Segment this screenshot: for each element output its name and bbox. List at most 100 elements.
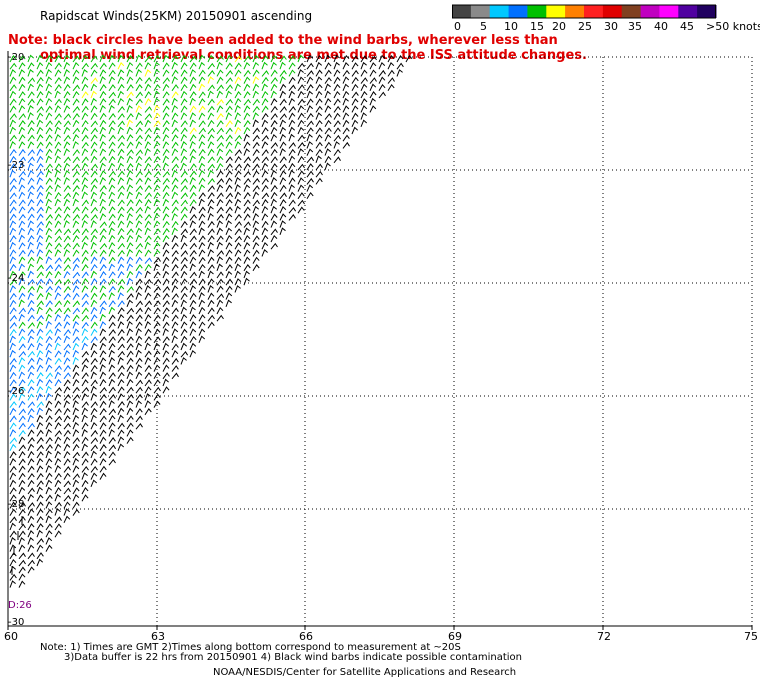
wind-barb <box>135 415 143 423</box>
wind-barb <box>180 299 187 307</box>
wind-barb <box>99 242 108 250</box>
wind-barb <box>90 112 98 120</box>
wind-barb <box>315 148 323 156</box>
wind-barb <box>225 234 233 243</box>
wind-barb <box>162 342 170 351</box>
wind-barb <box>90 458 98 466</box>
wind-barb <box>162 300 170 308</box>
wind-barb <box>126 394 134 401</box>
wind-barb <box>333 105 341 113</box>
wind-barb <box>198 162 206 171</box>
wind-barb <box>90 234 98 243</box>
wind-barb <box>135 270 143 279</box>
wind-barb <box>54 177 61 185</box>
wind-barb <box>180 278 188 286</box>
wind-barb <box>333 148 341 156</box>
wind-barb <box>153 371 161 380</box>
wind-barb <box>108 386 116 394</box>
wind-barb <box>117 300 125 308</box>
time-label: D:26 <box>8 600 32 611</box>
wind-barb <box>234 205 241 214</box>
wind-barb <box>54 126 61 135</box>
wind-barb <box>162 313 170 322</box>
wind-barb <box>63 206 71 214</box>
wind-barb <box>18 494 26 502</box>
wind-barb <box>261 162 269 171</box>
wind-barb <box>189 127 197 135</box>
wind-barb <box>9 401 17 408</box>
wind-barb <box>351 98 359 106</box>
wind-barb <box>279 126 287 135</box>
wind-barb <box>216 61 223 70</box>
wind-barb <box>63 213 71 221</box>
wind-barb <box>180 342 188 351</box>
wind-barb <box>180 155 188 164</box>
wind-barb <box>324 90 331 99</box>
wind-barb <box>108 458 116 466</box>
wind-barb <box>270 198 277 207</box>
wind-barb <box>90 270 98 279</box>
wind-barb <box>153 357 161 365</box>
wind-barb <box>279 177 287 185</box>
wind-barb <box>297 148 305 156</box>
wind-barb <box>288 62 296 70</box>
wind-barb <box>153 120 161 128</box>
wind-barb <box>171 69 179 77</box>
wind-barb <box>99 371 107 380</box>
wind-barb <box>135 127 143 135</box>
wind-barb <box>108 394 116 401</box>
wind-barb <box>45 76 53 84</box>
wind-barb <box>90 336 98 344</box>
wind-barb <box>108 415 116 423</box>
wind-barb <box>54 235 62 243</box>
wind-barb <box>81 285 89 293</box>
wind-barb <box>369 55 377 63</box>
wind-barbs <box>9 54 413 588</box>
wind-barb <box>252 76 260 84</box>
wind-barb <box>36 300 44 308</box>
wind-barb <box>81 68 88 77</box>
wind-barb <box>90 407 98 416</box>
wind-barb <box>225 299 232 307</box>
wind-barb <box>36 278 44 286</box>
wind-barb <box>324 113 332 120</box>
wind-barb <box>18 141 26 149</box>
wind-barb <box>171 278 179 286</box>
wind-barb <box>288 126 296 135</box>
wind-barb <box>108 227 115 235</box>
wind-barb <box>18 256 26 264</box>
wind-barb <box>225 163 233 171</box>
wind-barb <box>252 185 260 192</box>
wind-barb <box>153 206 161 214</box>
wind-barb <box>180 120 188 128</box>
wind-barb <box>108 98 116 106</box>
wind-barb <box>99 69 107 77</box>
wind-barb <box>54 392 61 401</box>
wind-barb <box>162 256 170 264</box>
wind-barb <box>45 90 52 99</box>
wind-barb <box>117 371 125 380</box>
wind-barb <box>225 105 233 113</box>
wind-barb <box>18 465 26 473</box>
wind-barb <box>81 335 89 344</box>
wind-barb <box>162 263 170 271</box>
wind-barb <box>144 357 152 365</box>
wind-barb <box>297 126 305 135</box>
wind-barb <box>54 357 62 365</box>
wind-barb <box>135 234 142 243</box>
wind-barb <box>360 105 368 113</box>
wind-barb <box>234 221 242 228</box>
wind-barb <box>153 213 160 221</box>
wind-barb <box>180 250 189 257</box>
wind-barb <box>324 127 332 135</box>
wind-barb <box>144 162 152 171</box>
wind-barb <box>90 120 98 128</box>
wind-barb <box>288 69 296 77</box>
lat-label-26: -26 <box>8 386 25 397</box>
wind-barb <box>144 185 152 192</box>
wind-barb <box>198 105 206 113</box>
wind-barb <box>162 155 170 163</box>
wind-barb <box>18 62 26 70</box>
wind-barb <box>81 307 89 315</box>
wind-barb <box>189 349 197 358</box>
